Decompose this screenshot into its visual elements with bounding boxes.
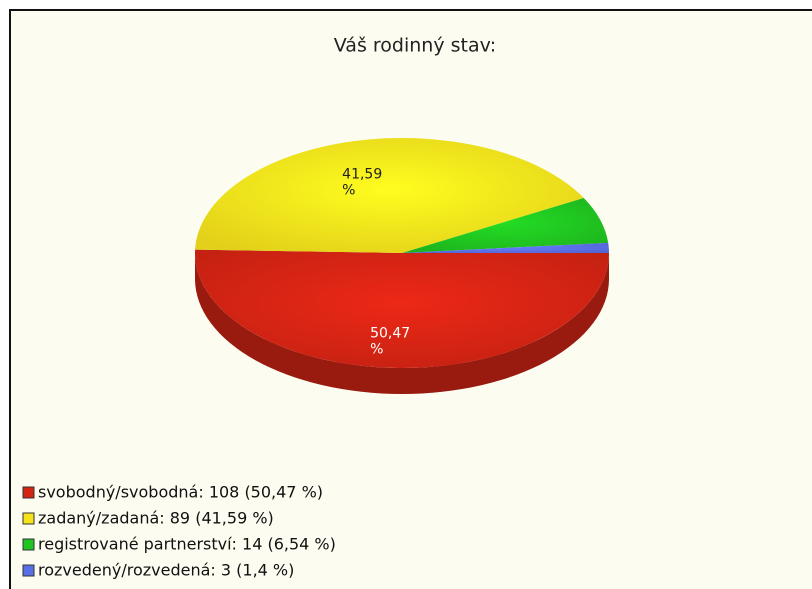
pie-slice [402,197,609,253]
chart-title: Váš rodinný stav: [334,35,496,57]
data-label: 50,47 % [370,325,415,357]
legend-swatch [22,512,35,525]
legend-swatch [22,564,35,577]
legend-swatch [22,486,35,499]
legend-label: registrované partnerství: 14 (6,54 %) [38,535,336,554]
legend-label: svobodný/svobodná: 108 (50,47 %) [38,483,323,502]
pie-slice [195,138,584,253]
data-label: 41,59 % [342,167,387,199]
pie-slice [195,249,609,368]
legend-swatch [22,538,35,551]
pie-side [195,253,609,394]
pie-slice [402,242,609,253]
legend-label: rozvedený/rozvedená: 3 (1,4 %) [38,561,294,580]
legend-label: zadaný/zadaná: 89 (41,59 %) [38,509,274,528]
